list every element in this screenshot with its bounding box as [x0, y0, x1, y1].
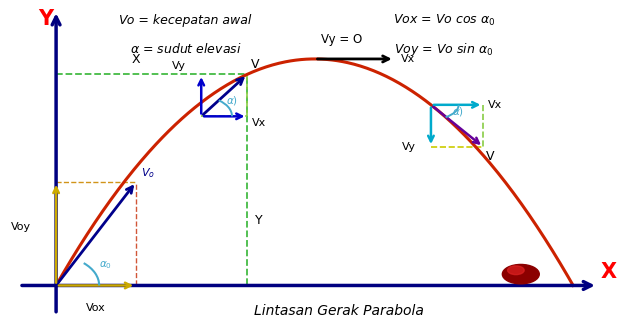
Text: Y: Y: [38, 9, 53, 29]
Circle shape: [502, 265, 539, 284]
Text: Lintasan Gerak Parabola: Lintasan Gerak Parabola: [254, 304, 424, 318]
Text: Vx: Vx: [401, 54, 415, 64]
Text: Y: Y: [255, 214, 263, 227]
Text: Vx: Vx: [488, 100, 502, 110]
Text: Vy: Vy: [172, 61, 186, 71]
Text: Voy = Vo sin $\alpha_0$: Voy = Vo sin $\alpha_0$: [394, 41, 494, 58]
Text: X: X: [132, 53, 140, 66]
Text: Vox = Vo cos $\alpha_0$: Vox = Vo cos $\alpha_0$: [392, 13, 495, 28]
Text: $V_o$: $V_o$: [141, 166, 155, 180]
Text: Vo = kecepatan awal: Vo = kecepatan awal: [119, 14, 252, 27]
Text: V: V: [250, 58, 259, 71]
Text: $\alpha_0$: $\alpha_0$: [99, 260, 112, 271]
Text: $\alpha$): $\alpha$): [453, 105, 465, 118]
Text: Voy: Voy: [11, 222, 32, 232]
Text: Vox: Vox: [86, 303, 106, 313]
Circle shape: [507, 266, 524, 275]
Text: $\alpha$ = sudut elevasi: $\alpha$ = sudut elevasi: [130, 42, 241, 56]
Text: $\alpha$): $\alpha$): [226, 94, 238, 107]
Text: X: X: [601, 262, 617, 282]
Text: Vy = O: Vy = O: [321, 33, 362, 46]
Text: Vx: Vx: [252, 118, 266, 128]
Text: Vy: Vy: [402, 142, 415, 152]
Text: V: V: [486, 150, 495, 163]
